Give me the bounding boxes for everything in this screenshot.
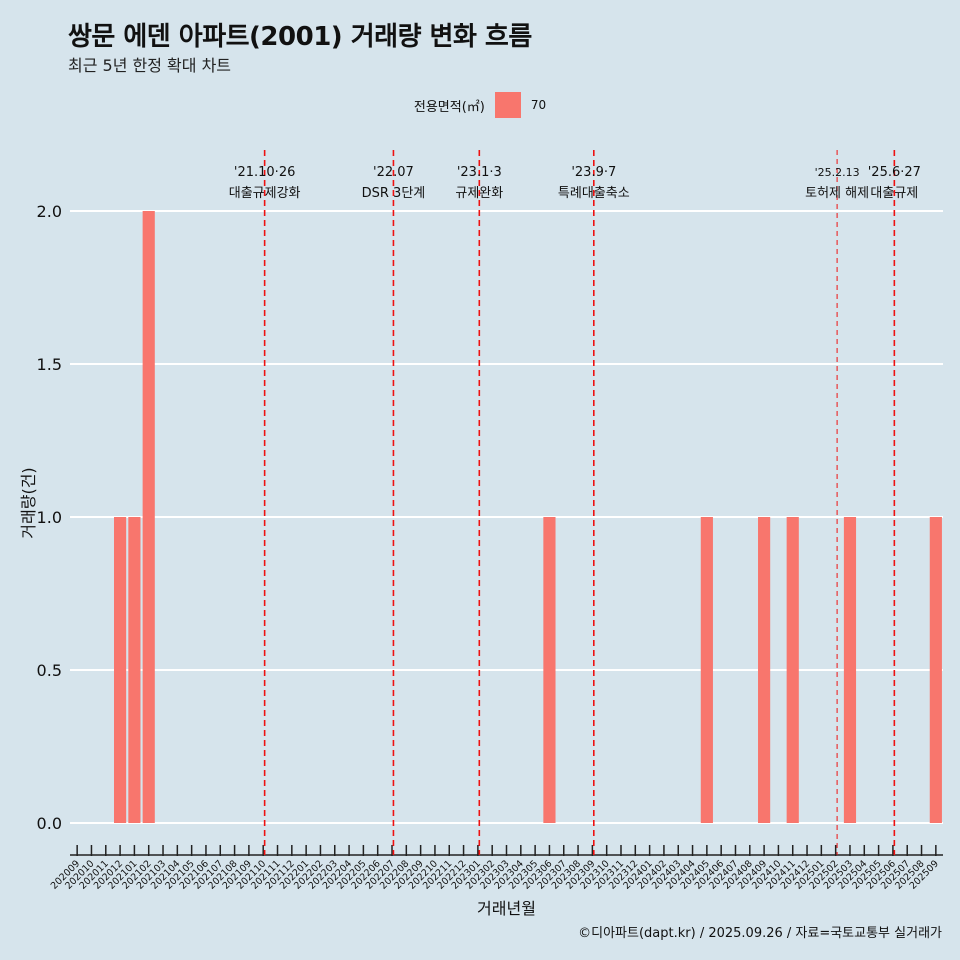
- event-name-label: 특례대출축소: [558, 186, 630, 201]
- legend: 전용면적(㎡) 70: [0, 92, 960, 118]
- event-name-label: 대출규제: [870, 186, 918, 201]
- bar-202102: [142, 211, 155, 823]
- event-name-label: DSR 3단계: [362, 186, 426, 201]
- legend-key-70: [494, 92, 521, 118]
- bar-202503: [843, 517, 857, 823]
- legend-label-70: 70: [530, 98, 547, 112]
- y-tick-label: 0.5: [37, 661, 62, 680]
- event-date-label: '23.1·3: [457, 165, 502, 180]
- event-name-label: 대출규제강화: [229, 186, 301, 201]
- event-date-label: '25.2.13: [815, 166, 860, 179]
- bar-202409: [758, 517, 771, 823]
- y-tick-label: 0.0: [37, 814, 62, 833]
- x-axis-title: 거래년월: [477, 899, 536, 918]
- bar-202405: [700, 517, 713, 823]
- chart-title: 쌍문 에덴 아파트(2001) 거래량 변화 흐름: [68, 22, 532, 52]
- y-tick-label: 1.0: [37, 508, 62, 527]
- event-name-label: 토허제 해제: [805, 186, 869, 201]
- bar-202306: [543, 517, 556, 823]
- y-tick-label: 2.0: [37, 202, 62, 221]
- event-date-label: '21.10·26: [234, 165, 295, 180]
- bar-202411: [786, 517, 799, 823]
- event-name-label: 규제완화: [455, 186, 503, 201]
- chart-subtitle: 최근 5년 한정 확대 차트: [68, 56, 232, 75]
- bar-202101: [128, 517, 141, 823]
- legend-title: 전용면적(㎡): [413, 99, 485, 115]
- event-date-label: '25.6·27: [868, 165, 921, 180]
- event-date-label: '23.9·7: [571, 165, 616, 180]
- source-caption: ©디아파트(dapt.kr) / 2025.09.26 / 자료=국토교통부 실…: [578, 926, 942, 941]
- bar-202509: [929, 517, 942, 823]
- y-axis-title: 거래량(건): [19, 467, 38, 538]
- y-tick-label: 1.5: [37, 355, 62, 374]
- bar-202012: [114, 517, 127, 823]
- event-date-label: '22.07: [373, 165, 414, 180]
